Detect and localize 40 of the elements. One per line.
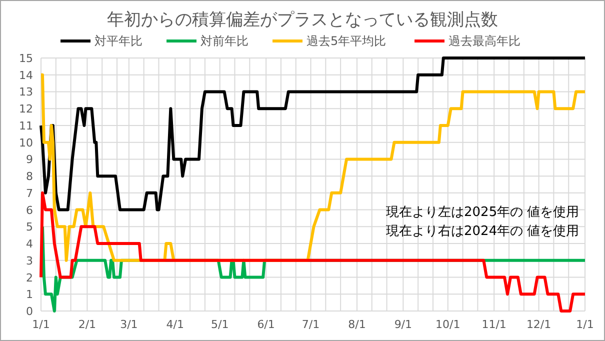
x-tick-label: 11/1	[482, 318, 506, 331]
legend-label: 過去最高年比	[448, 34, 520, 48]
legend-item: 過去5年平均比	[272, 34, 386, 48]
x-tick-label: 12/1	[526, 318, 552, 331]
y-tick-label: 7	[26, 186, 33, 200]
x-tick-label: 2/1	[78, 318, 96, 331]
legend-item: 対平年比	[60, 34, 142, 48]
y-tick-label: 5	[26, 220, 33, 234]
x-tick-label: 1/1	[32, 318, 50, 331]
x-tick-label: 6/1	[257, 318, 275, 331]
y-tick-label: 4	[26, 238, 33, 251]
y-tick-label: 14	[19, 68, 33, 82]
annotation: 現在より左は2025年の 値を使用	[386, 205, 580, 220]
legend-label: 過去5年平均比	[306, 34, 386, 48]
y-tick-label: 9	[26, 153, 33, 166]
y-tick-label: 11	[19, 119, 33, 132]
legend-label: 対前年比	[200, 34, 248, 48]
y-tick-label: 15	[19, 52, 33, 65]
x-tick-label: 10/1	[436, 318, 460, 331]
y-tick-label: 0	[26, 305, 33, 318]
y-tick-label: 6	[26, 204, 33, 217]
legend-label: 対平年比	[94, 34, 142, 48]
y-tick-label: 2	[26, 271, 33, 284]
x-tick-label: 4/1	[166, 318, 184, 331]
x-tick-label: 3/1	[120, 318, 138, 331]
y-tick-label: 1	[26, 288, 33, 302]
x-tick-label: 8/1	[348, 318, 366, 331]
y-tick-label: 13	[19, 86, 33, 99]
y-tick-label: 10	[19, 136, 33, 150]
chart-title: 年初からの積算偏差がプラスとなっている観測点数	[107, 10, 498, 30]
y-tick-label: 12	[19, 102, 33, 116]
legend-item: 対前年比	[166, 34, 248, 48]
annotation: 現在より右は2024年の 値を使用	[386, 224, 580, 239]
y-tick-label: 8	[26, 170, 33, 184]
x-tick-label: 5/1	[211, 318, 229, 331]
x-tick-label: 9/1	[394, 318, 412, 331]
x-tick-label: 1/1	[576, 318, 594, 331]
x-tick-label: 7/1	[302, 318, 320, 331]
legend-item: 過去最高年比	[414, 34, 520, 48]
y-tick-label: 3	[26, 254, 33, 268]
